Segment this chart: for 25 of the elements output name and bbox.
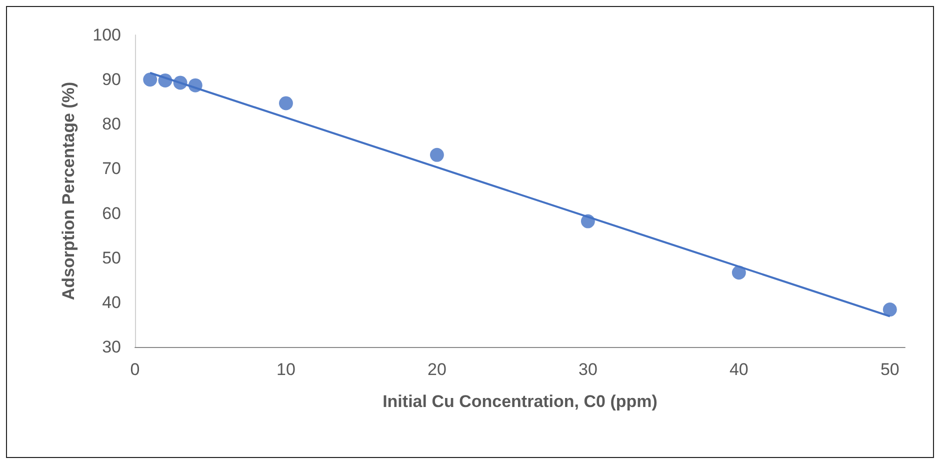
y-tick-label: 70 bbox=[102, 159, 121, 178]
y-axis-title: Adsorption Percentage (%) bbox=[59, 82, 78, 300]
point bbox=[430, 148, 444, 162]
x-axis-title: Initial Cu Concentration, C0 (ppm) bbox=[382, 392, 658, 411]
x-tick-label: 10 bbox=[276, 360, 296, 379]
point bbox=[158, 73, 172, 88]
x-tick-label: 20 bbox=[428, 360, 446, 379]
point bbox=[188, 78, 202, 92]
point bbox=[143, 72, 158, 87]
point bbox=[278, 96, 293, 110]
point bbox=[882, 302, 897, 317]
point bbox=[732, 266, 746, 280]
y-tick-label: 40 bbox=[102, 292, 121, 312]
x-tick-label: 50 bbox=[880, 360, 900, 379]
y-tick-label: 90 bbox=[102, 70, 121, 90]
y-tick-label: 50 bbox=[102, 248, 121, 268]
point bbox=[580, 214, 595, 228]
x-tick-label: 0 bbox=[130, 360, 140, 379]
y-tick-label: 30 bbox=[102, 338, 121, 356]
y-tick-label: 80 bbox=[102, 114, 121, 134]
point bbox=[173, 76, 188, 90]
x-tick-label: 30 bbox=[578, 360, 598, 379]
y-tick-label: 100 bbox=[92, 26, 121, 44]
y-tick-label: 60 bbox=[102, 204, 121, 223]
x-tick-label: 40 bbox=[729, 360, 748, 379]
